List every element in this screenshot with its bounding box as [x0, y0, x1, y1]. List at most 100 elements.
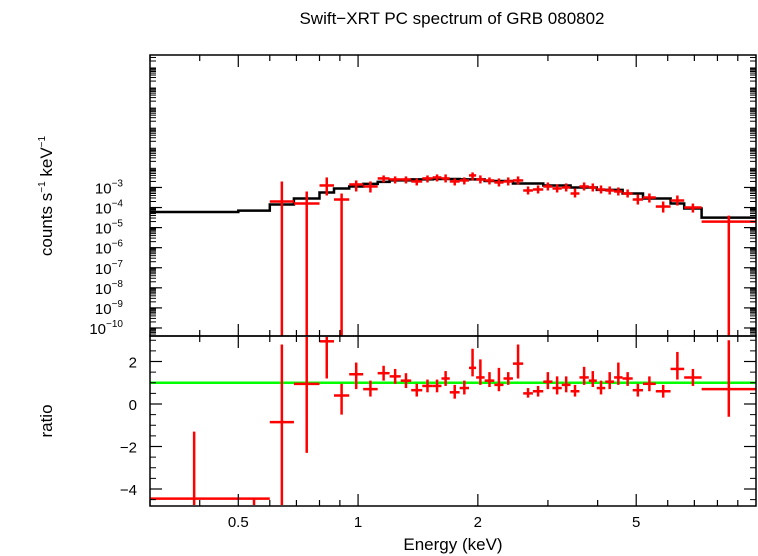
x-axis-title: Energy (keV) — [403, 535, 502, 554]
tick-exponent: −6 — [112, 239, 124, 250]
spectrum-point-32 — [622, 189, 633, 198]
ratio-point-26 — [552, 376, 562, 395]
ylabel-ratio: ratio — [37, 404, 56, 437]
ratio-point-8 — [377, 365, 390, 381]
ylabel-part-3: keV — [37, 147, 56, 182]
ratio-point-4 — [319, 337, 335, 379]
ratio-point-27 — [561, 376, 571, 393]
spectrum-point-11 — [432, 174, 442, 182]
ratio-point-36 — [642, 376, 656, 392]
x-tick-label-2: 2 — [474, 514, 482, 531]
ylabel-part-2: −1 — [37, 181, 48, 193]
ratio-axis-ticks — [149, 336, 756, 506]
ylabel-spectrum: counts s−1 keV−1 — [37, 135, 56, 256]
spectrum-y-tick-label-5: 10−8 — [95, 279, 124, 298]
spectrum-point-25 — [561, 183, 571, 192]
spectrum-y-tick-label-2: 10−5 — [95, 219, 124, 238]
ratio-point-15 — [449, 384, 460, 399]
ratio-point-0 — [150, 431, 239, 505]
spectrum-y-tick-label-6: 10−9 — [95, 299, 124, 318]
tick-base: 10 — [95, 180, 112, 197]
spectrum-point-20 — [512, 176, 524, 185]
spectrum-point-28 — [588, 183, 597, 192]
tick-exponent: −10 — [106, 319, 123, 330]
spectrum-point-13 — [449, 178, 460, 186]
tick-base: 10 — [95, 301, 112, 318]
ratio-point-23 — [523, 388, 533, 398]
spectrum-point-23 — [543, 182, 553, 191]
ratio-point-24 — [532, 385, 544, 397]
ratio-y-tick-label-3: −4 — [120, 482, 137, 499]
tick-exponent: −5 — [112, 219, 124, 230]
spectrum-point-18 — [494, 178, 504, 187]
spectrum-point-7 — [389, 176, 401, 184]
spectrum-point-6 — [377, 175, 390, 183]
spectrum-panel-frame — [149, 54, 757, 337]
ratio-point-30 — [588, 371, 597, 387]
spectrum-point-5 — [363, 181, 378, 193]
ratio-point-1 — [238, 497, 270, 505]
spectrum-point-10 — [422, 175, 433, 183]
spectrum-point-8 — [400, 176, 412, 184]
ratio-point-14 — [441, 371, 450, 386]
ratio-point-35 — [632, 383, 643, 397]
spectrum-point-31 — [614, 187, 623, 196]
tick-exponent: −4 — [112, 199, 124, 210]
spectrum-point-36 — [670, 195, 685, 206]
ratio-point-13 — [432, 379, 442, 393]
ylabel-part-1: counts s — [37, 193, 56, 256]
spectrum-y-tick-label-1: 10−4 — [95, 199, 124, 218]
ratio-point-31 — [596, 380, 606, 395]
spectrum-point-34 — [642, 193, 656, 203]
ratio-point-37 — [655, 384, 671, 398]
spectrum-y-tick-label-7: 10−10 — [89, 319, 123, 338]
model-step-curve — [150, 177, 756, 219]
tick-exponent: −8 — [112, 279, 124, 290]
spectrum-point-4 — [349, 180, 364, 192]
ratio-point-39 — [684, 368, 702, 386]
ratio-point-3 — [293, 337, 320, 453]
ratio-panel-frame — [149, 335, 757, 507]
x-tick-label-1: 1 — [354, 514, 362, 531]
ratio-point-10 — [400, 373, 412, 389]
chart-title: Swift−XRT PC spectrum of GRB 080802 — [299, 9, 604, 28]
spectrum-point-2 — [319, 177, 335, 196]
tick-base: 10 — [89, 321, 106, 338]
tick-exponent: −3 — [112, 178, 124, 189]
ratio-y-tick-label-0: 2 — [129, 355, 137, 372]
ratio-point-18 — [476, 359, 485, 385]
spectrum-point-24 — [552, 184, 562, 193]
ratio-point-29 — [579, 366, 589, 385]
ratio-point-34 — [622, 372, 633, 386]
spectrum-point-38 — [701, 215, 756, 336]
tick-base: 10 — [95, 241, 112, 258]
ratio-data-layer — [150, 337, 756, 505]
tick-exponent: −9 — [112, 299, 124, 310]
ratio-point-38 — [670, 351, 685, 380]
spectrum-y-tick-label-3: 10−6 — [95, 239, 124, 258]
ratio-y-tick-label-2: −2 — [120, 440, 137, 457]
spectrum-point-37 — [684, 203, 702, 213]
spectrum-point-21 — [523, 186, 533, 195]
spectrum-point-33 — [632, 194, 643, 205]
tick-base: 10 — [95, 281, 112, 298]
spectrum-data-layer — [269, 172, 756, 336]
ratio-point-40 — [701, 340, 756, 417]
spectrum-point-26 — [570, 188, 580, 198]
tick-exponent: −7 — [112, 259, 124, 270]
spectrum-point-27 — [579, 182, 589, 191]
spectrum-axis-ticks — [149, 55, 756, 337]
ratio-point-9 — [389, 368, 401, 384]
spectrum-y-tick-label-0: 10−3 — [95, 178, 124, 197]
spectrum-point-0 — [269, 181, 294, 336]
spectrum-point-3 — [334, 193, 350, 336]
ratio-point-28 — [570, 384, 580, 397]
tick-base: 10 — [95, 261, 112, 278]
ratio-point-32 — [605, 372, 615, 390]
spectrum-point-16 — [476, 175, 485, 184]
spectrum-y-tick-labels: 10−310−410−510−610−710−810−910−10 — [89, 178, 123, 338]
ratio-point-25 — [543, 372, 553, 390]
ratio-point-7 — [363, 380, 378, 397]
spectrum-point-9 — [411, 178, 423, 186]
ratio-point-12 — [422, 379, 433, 393]
